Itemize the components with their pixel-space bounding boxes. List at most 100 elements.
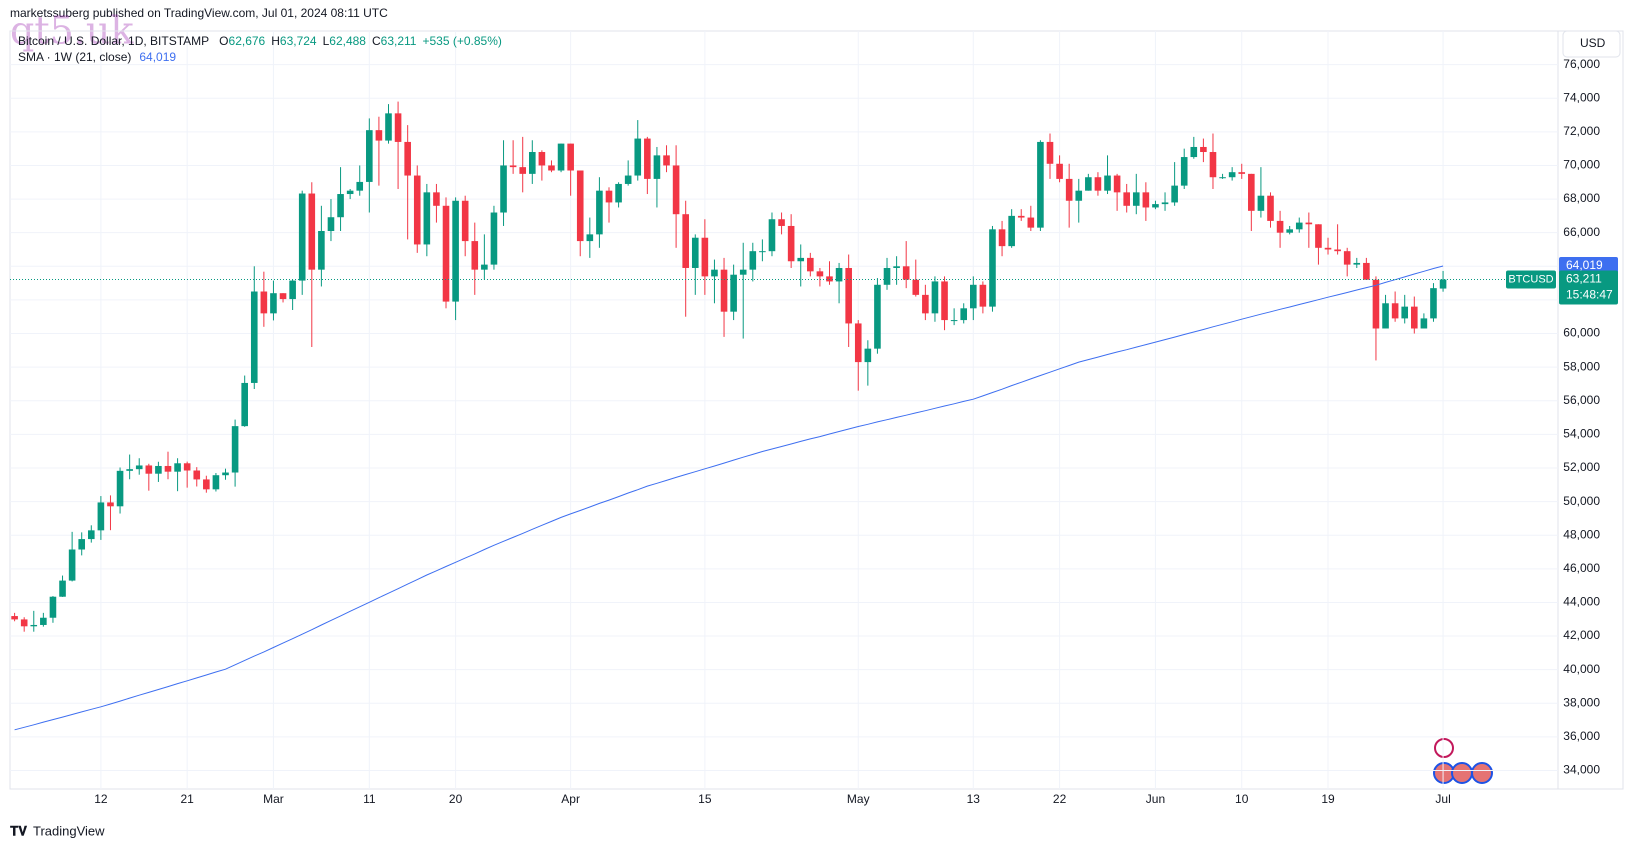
candle-body bbox=[835, 267, 843, 282]
candle-body bbox=[941, 281, 948, 321]
y-tick-label: 38,000 bbox=[1563, 695, 1600, 709]
y-tick-label: 74,000 bbox=[1563, 90, 1600, 104]
candle-body bbox=[912, 279, 920, 295]
event-icons[interactable] bbox=[1433, 738, 1493, 784]
candle-body bbox=[375, 130, 383, 141]
candle-body bbox=[950, 320, 958, 322]
candle-body bbox=[97, 502, 105, 531]
candle-body bbox=[807, 257, 814, 272]
candle-body bbox=[1324, 247, 1332, 250]
candle-body bbox=[893, 266, 900, 268]
candle-body bbox=[471, 241, 479, 270]
candle-body bbox=[1190, 146, 1198, 158]
candle-body bbox=[1305, 222, 1313, 225]
candle-body bbox=[1343, 251, 1351, 265]
candle-body bbox=[854, 323, 862, 363]
publisher: marketssuberg published on TradingView.c… bbox=[10, 6, 388, 20]
candle-body bbox=[212, 475, 220, 490]
x-tick-label: 19 bbox=[1321, 792, 1335, 806]
ohlc-value: 62,676 bbox=[229, 34, 266, 48]
event-icon[interactable] bbox=[1471, 762, 1493, 784]
currency[interactable]: USD bbox=[1580, 36, 1606, 50]
candle-body bbox=[1248, 173, 1255, 211]
candle-body bbox=[481, 264, 488, 270]
candle-body bbox=[59, 580, 66, 597]
legend-symbol: Bitcoin / U.S. Dollar, 1D, BITSTAMP O62,6… bbox=[18, 34, 502, 48]
x-tick-label: Jun bbox=[1146, 792, 1165, 806]
footer-mark: 𝐓𝐕 bbox=[10, 823, 27, 838]
candle-body bbox=[902, 266, 910, 280]
candle-body bbox=[1411, 306, 1418, 329]
ohlc-value: 63,724 bbox=[280, 34, 317, 48]
candle-body bbox=[135, 465, 143, 470]
candle-body bbox=[1037, 141, 1044, 228]
event-icon[interactable] bbox=[1434, 738, 1454, 758]
y-tick-label: 46,000 bbox=[1563, 561, 1600, 575]
candle-body bbox=[1008, 215, 1015, 247]
candle-body bbox=[423, 192, 431, 245]
candle-body bbox=[327, 217, 335, 232]
candle-body bbox=[567, 143, 574, 171]
price-badge-label: 63,211 bbox=[1566, 272, 1602, 286]
candle-body bbox=[385, 113, 392, 141]
candle-body bbox=[759, 251, 766, 253]
candle-body bbox=[1075, 190, 1083, 201]
candle-body bbox=[298, 193, 306, 281]
candle-body bbox=[730, 274, 737, 312]
candle-body bbox=[40, 617, 47, 625]
candle-body bbox=[605, 190, 613, 203]
candle-body bbox=[1161, 202, 1169, 205]
y-tick-label: 48,000 bbox=[1563, 527, 1600, 541]
y-tick-label: 66,000 bbox=[1563, 225, 1600, 239]
candle-body bbox=[960, 308, 968, 321]
candle-body bbox=[682, 214, 689, 268]
candle-body bbox=[433, 192, 440, 206]
candle-body bbox=[1104, 175, 1111, 191]
candle-body bbox=[586, 234, 594, 242]
candle-body bbox=[1152, 204, 1159, 208]
footer-logo: 𝐓𝐕 bbox=[10, 823, 27, 838]
event-icon[interactable] bbox=[1451, 762, 1473, 784]
candle-body bbox=[663, 155, 670, 166]
candle-body bbox=[1171, 185, 1178, 203]
candle-body bbox=[289, 280, 296, 300]
candle-body bbox=[1257, 195, 1265, 211]
y-tick-label: 56,000 bbox=[1563, 393, 1600, 407]
candle-body bbox=[78, 539, 86, 550]
candle-body bbox=[1372, 279, 1380, 329]
candle-body bbox=[68, 549, 76, 581]
y-tick-label: 58,000 bbox=[1563, 359, 1600, 373]
candle-body bbox=[461, 200, 469, 242]
candle-body bbox=[1209, 152, 1217, 178]
candle-body bbox=[250, 291, 258, 383]
price-badge bbox=[1559, 270, 1618, 305]
x-tick-label: May bbox=[847, 792, 870, 806]
candle-body bbox=[183, 463, 191, 471]
candle-body bbox=[624, 175, 632, 184]
candle-body bbox=[797, 257, 805, 262]
ohlc-key: L bbox=[323, 34, 330, 48]
countdown: 15:48:47 bbox=[1566, 288, 1613, 302]
candle-body bbox=[1219, 177, 1226, 179]
ohlc-value: 62,488 bbox=[329, 34, 366, 48]
candle-body bbox=[548, 165, 555, 171]
x-tick-label: Apr bbox=[561, 792, 580, 806]
candle-body bbox=[519, 167, 527, 174]
candle-body bbox=[596, 190, 603, 235]
x-tick-label: 11 bbox=[363, 792, 376, 806]
y-tick-label: 76,000 bbox=[1563, 57, 1600, 71]
candle-body bbox=[145, 465, 153, 474]
candle-body bbox=[356, 181, 364, 191]
candle-body bbox=[1027, 217, 1035, 228]
candle-body bbox=[1286, 229, 1293, 233]
candle-body bbox=[1276, 220, 1284, 233]
candle-body bbox=[1363, 262, 1370, 280]
candle-body bbox=[1238, 172, 1246, 174]
candle-body bbox=[116, 470, 124, 507]
candle-body bbox=[49, 596, 57, 618]
ohlc-key: C bbox=[372, 34, 381, 48]
candle-body bbox=[816, 271, 824, 277]
candle-body bbox=[1094, 177, 1102, 191]
candle-body bbox=[1113, 175, 1121, 193]
candle-body bbox=[989, 229, 996, 307]
